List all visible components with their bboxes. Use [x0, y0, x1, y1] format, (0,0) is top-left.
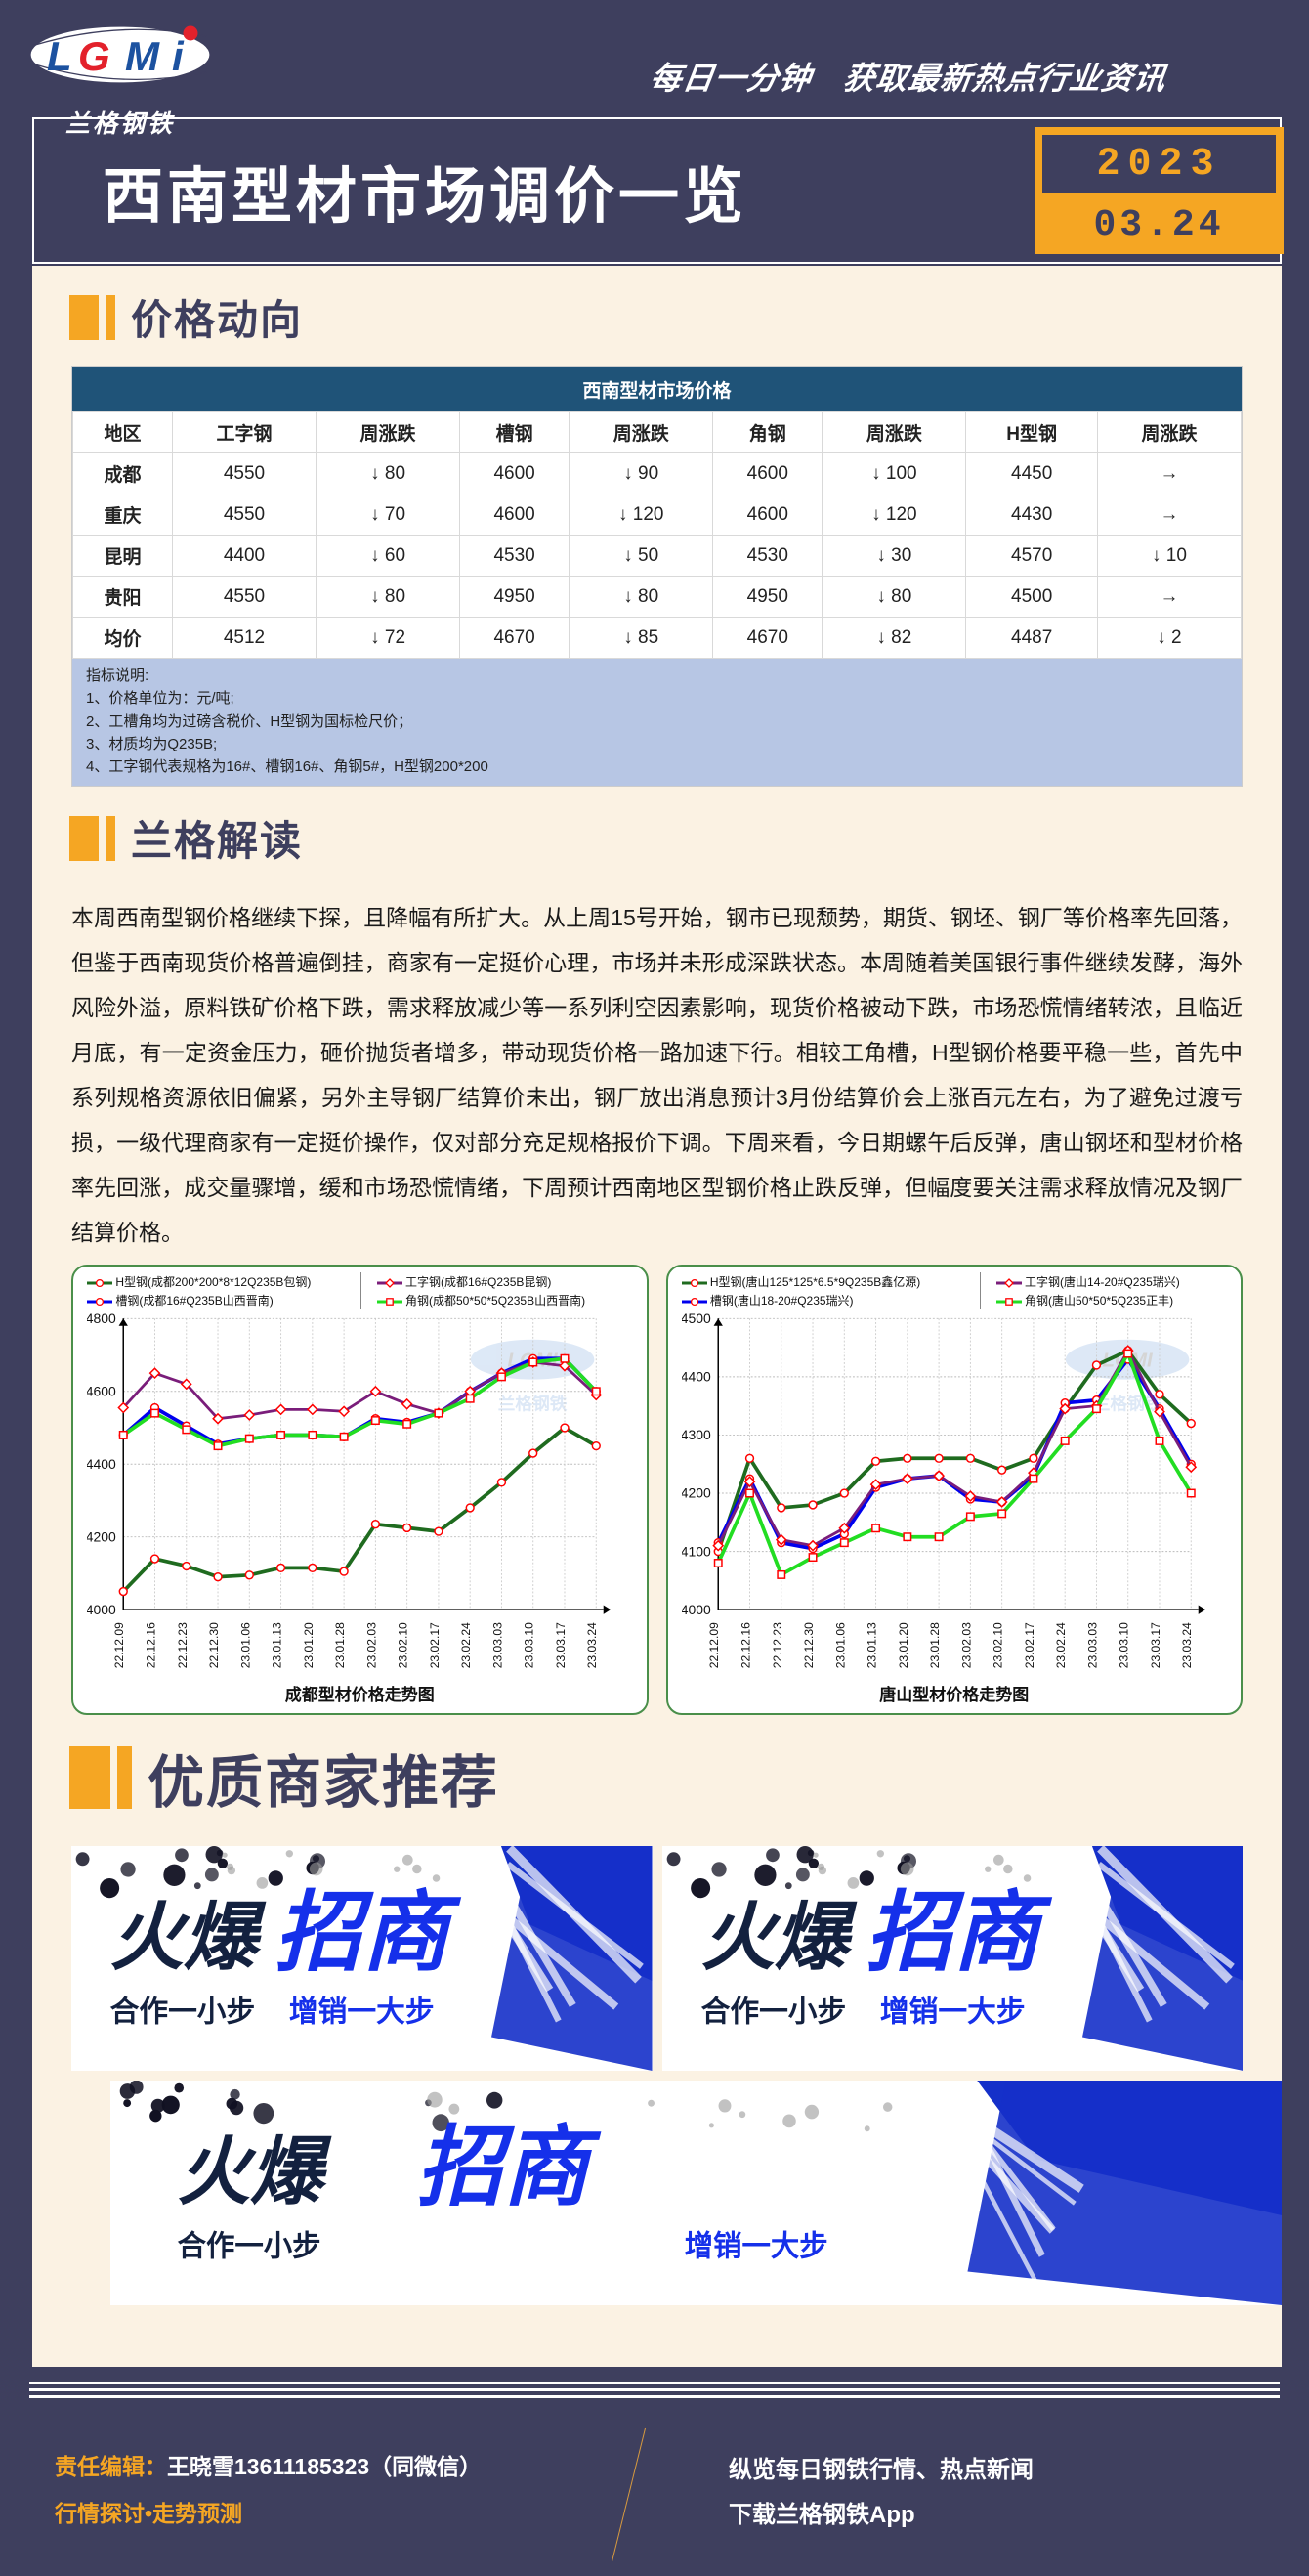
svg-text:火爆: 火爆 [110, 1897, 267, 1979]
svg-text:23.03.10: 23.03.10 [1117, 1622, 1130, 1668]
svg-text:4300: 4300 [682, 1427, 711, 1442]
svg-text:增销一大步: 增销一大步 [289, 1996, 435, 2028]
svg-text:22.12.30: 22.12.30 [802, 1622, 816, 1668]
svg-text:23.02.10: 23.02.10 [991, 1622, 1004, 1668]
svg-text:合作一小步: 合作一小步 [178, 2229, 321, 2262]
svg-text:23.01.28: 23.01.28 [333, 1622, 347, 1668]
svg-text:23.03.03: 23.03.03 [490, 1622, 504, 1668]
svg-text:23.01.20: 23.01.20 [896, 1622, 909, 1668]
svg-text:23.02.10: 23.02.10 [397, 1622, 410, 1668]
svg-text:23.01.06: 23.01.06 [833, 1622, 847, 1668]
svg-text:4500: 4500 [682, 1310, 711, 1326]
svg-text:22.12.23: 22.12.23 [770, 1622, 783, 1668]
svg-text:4400: 4400 [682, 1369, 711, 1385]
svg-text:23.02.03: 23.02.03 [364, 1622, 378, 1668]
svg-text:23.01.13: 23.01.13 [271, 1622, 284, 1668]
svg-text:23.01.28: 23.01.28 [928, 1622, 942, 1668]
svg-text:23.01.20: 23.01.20 [302, 1622, 316, 1668]
svg-text:G: G [78, 33, 110, 79]
svg-text:M: M [125, 33, 160, 79]
svg-text:23.01.06: 23.01.06 [238, 1622, 252, 1668]
svg-text:火爆: 火爆 [700, 1897, 857, 1979]
svg-text:22.12.09: 22.12.09 [707, 1622, 721, 1668]
svg-text:L: L [47, 33, 72, 79]
svg-text:22.12.16: 22.12.16 [145, 1622, 158, 1668]
svg-text:4000: 4000 [87, 1602, 116, 1617]
svg-text:4800: 4800 [87, 1310, 116, 1326]
svg-text:22.12.30: 22.12.30 [207, 1622, 221, 1668]
svg-text:23.03.24: 23.03.24 [1180, 1622, 1194, 1668]
svg-text:23.03.10: 23.03.10 [523, 1622, 536, 1668]
svg-text:23.03.03: 23.03.03 [1085, 1622, 1099, 1668]
svg-text:火爆: 火爆 [178, 2129, 333, 2212]
svg-text:23.03.17: 23.03.17 [554, 1622, 568, 1668]
svg-text:22.12.16: 22.12.16 [739, 1622, 752, 1668]
svg-text:4000: 4000 [682, 1602, 711, 1617]
svg-text:招商: 招商 [866, 1883, 1053, 1981]
svg-text:4600: 4600 [87, 1384, 116, 1399]
svg-text:4100: 4100 [682, 1544, 711, 1560]
svg-text:增销一大步: 增销一大步 [685, 2230, 828, 2262]
svg-text:23.02.03: 23.02.03 [959, 1622, 973, 1668]
svg-text:23.03.17: 23.03.17 [1148, 1622, 1161, 1668]
svg-text:23.02.17: 23.02.17 [428, 1622, 442, 1668]
svg-text:合作一小步: 合作一小步 [110, 1995, 256, 2028]
svg-text:23.02.24: 23.02.24 [459, 1622, 473, 1668]
svg-text:22.12.23: 22.12.23 [176, 1622, 190, 1668]
svg-text:23.02.24: 23.02.24 [1054, 1622, 1068, 1668]
svg-text:4200: 4200 [87, 1529, 116, 1545]
svg-text:22.12.09: 22.12.09 [112, 1622, 126, 1668]
svg-text:4400: 4400 [87, 1456, 116, 1472]
svg-text:增销一大步: 增销一大步 [879, 1996, 1025, 2028]
svg-text:23.01.13: 23.01.13 [865, 1622, 878, 1668]
svg-text:招商: 招商 [416, 2117, 601, 2215]
svg-text:招商: 招商 [274, 1883, 462, 1981]
svg-text:合作一小步: 合作一小步 [700, 1995, 846, 2028]
svg-text:23.02.17: 23.02.17 [1022, 1622, 1035, 1668]
svg-text:i: i [172, 33, 185, 79]
svg-text:23.03.24: 23.03.24 [585, 1622, 599, 1668]
svg-text:4200: 4200 [682, 1485, 711, 1501]
